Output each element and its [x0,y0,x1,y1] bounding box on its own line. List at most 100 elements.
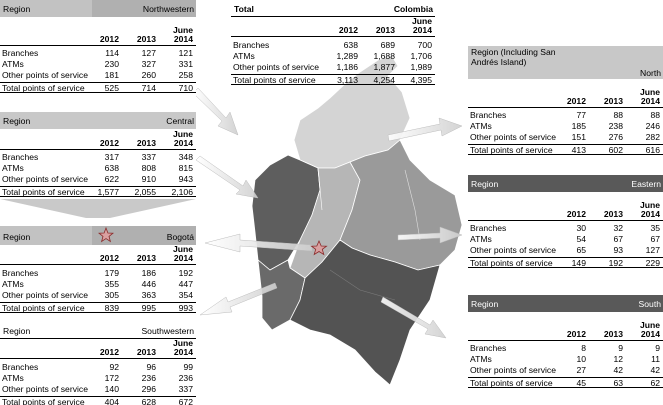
row-label: ATMs [470,354,492,365]
table-header: Total Colombia [231,0,435,17]
row-label: ATMs [2,279,24,290]
value-2012: 92 [109,362,119,372]
value-2012: 172 [104,373,119,384]
value-june-2014: 331 [178,59,193,70]
value-june-2014: 258 [178,70,193,81]
table-header: Region (Including San Andrés Island) Nor… [468,46,663,79]
total-points-row: Total points of service 1,577 2,055 2,106 [0,185,196,197]
arrow-to-north [387,117,463,142]
value-2013: 260 [141,70,156,81]
year-2012: 2012 [338,25,358,35]
value-2013: 910 [141,174,156,185]
value-2013: 42 [613,365,623,376]
row-label: Total points of service [2,186,85,197]
region-label: Region [471,299,499,309]
row-label: Total points of service [2,302,85,313]
arrow-to-south [380,296,447,339]
value-2012: 30 [576,223,586,233]
year-june-2014: June 2014 [172,25,193,44]
year-header: 2012 2013 June 2014 [0,129,196,150]
value-june-2014: 11 [651,354,660,365]
year-2012: 2012 [566,96,586,106]
value-2012: 638 [343,40,358,50]
value-2013: 192 [608,257,623,268]
row-label: ATMs [470,234,492,245]
value-2012: 54 [576,234,586,245]
year-2013: 2013 [136,347,156,357]
value-june-2014: 348 [178,152,193,162]
value-june-2014: 993 [178,302,193,313]
value-2013: 63 [613,377,623,388]
arrow-to-southwestern [199,282,278,316]
value-2012: 3,113 [337,74,358,85]
value-2013: 327 [141,59,156,70]
value-2013: 93 [613,245,623,256]
total-points-row: Total points of service 45 63 62 [468,376,663,388]
value-2013: 238 [608,121,623,132]
row-label: ATMs [470,121,492,132]
value-2012: 140 [104,384,119,395]
table-title: Total [234,4,254,14]
table-north: Region (Including San Andrés Island) Nor… [468,46,663,155]
table-header: Region Northwestern [0,0,196,17]
value-2013: 808 [141,163,156,174]
value-june-2014: 282 [645,132,660,143]
value-2013: 363 [141,290,156,301]
value-june-2014: 62 [650,377,660,388]
table-southwestern: Region Southwestern 2012 2013 June 2014 … [0,322,196,405]
other-points-row: Other points of service 181 260 258 [0,70,196,81]
row-label: Branches [470,343,507,353]
table-central: Region Central 2012 2013 June 2014 Branc… [0,112,196,198]
year-2013: 2013 [603,209,623,219]
row-label: Other points of service [233,62,319,73]
value-2012: 149 [571,257,586,268]
atms-row: ATMs 230 327 331 [0,59,196,70]
table-header: Region Bogotá [0,226,196,245]
atms-row: ATMs 355 446 447 [0,279,196,290]
region-name: Central [166,116,194,126]
table-header: Region South [468,295,663,312]
year-header: 2012 2013 June 2014 [468,79,663,108]
atms-row: ATMs 1,289 1,688 1,706 [231,51,435,62]
year-2012: 2012 [99,253,119,263]
value-june-2014: 127 [645,245,660,256]
star-icon [98,227,114,243]
region-label: Region [471,179,499,189]
other-points-row: Other points of service 622 910 943 [0,174,196,185]
year-2013: 2013 [136,34,156,44]
value-june-2014: 67 [650,234,660,245]
value-june-2014: 246 [645,121,660,132]
star-icon [310,240,328,256]
year-june-2014: June 2014 [639,200,660,219]
value-june-2014: 192 [178,268,193,278]
year-2012: 2012 [99,138,119,148]
atms-row: ATMs 172 236 236 [0,373,196,384]
value-june-2014: 229 [645,257,660,268]
value-2012: 114 [105,48,119,58]
value-june-2014: 447 [178,279,193,290]
value-2012: 305 [104,290,119,301]
value-june-2014: 121 [178,48,193,58]
table-northwestern: Region Northwestern 2012 2013 June 2014 … [0,0,196,96]
value-june-2014: 710 [178,82,193,93]
value-2013: 628 [141,396,156,405]
branches-row: Branches 179 186 192 [0,268,196,279]
year-header: 2012 2013 June 2014 [468,312,663,341]
row-label: Total points of service [2,396,85,405]
year-2012: 2012 [99,34,119,44]
value-june-2014: 700 [417,40,432,50]
value-2013: 32 [613,223,623,233]
value-2012: 1,577 [97,186,119,197]
year-header: 2012 2013 June 2014 [0,339,196,359]
value-2012: 355 [104,279,119,290]
value-2013: 4,254 [373,74,395,85]
total-points-row: Total points of service 404 628 672 [0,395,196,405]
value-2013: 236 [141,373,156,384]
value-2013: 446 [141,279,156,290]
value-2012: 622 [104,174,119,185]
year-2013: 2013 [136,138,156,148]
total-points-row: Total points of service 3,113 4,254 4,395 [231,73,435,85]
value-2012: 27 [576,365,586,376]
value-june-2014: 337 [178,384,193,395]
value-2013: 127 [141,48,156,58]
